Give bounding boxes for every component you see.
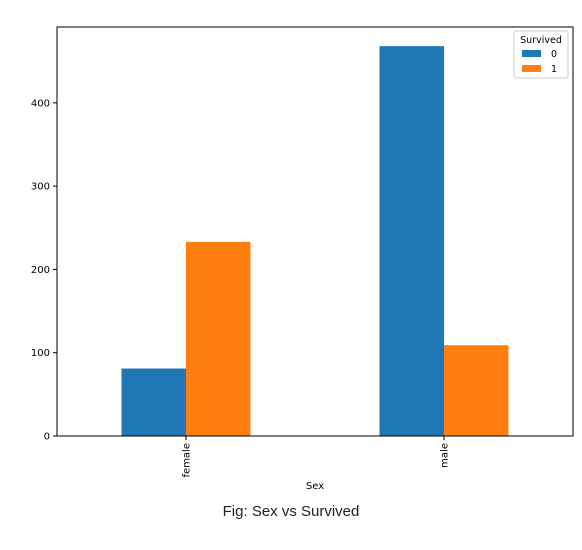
legend-swatch-0 [522, 50, 541, 57]
x-tick-label: female [182, 443, 193, 477]
y-tick-label: 300 [31, 182, 50, 193]
x-tick-label: male [440, 443, 451, 468]
bars [121, 46, 509, 436]
bar-male-survived-1 [444, 345, 509, 436]
y-axis: 0 100 200 300 400 [31, 98, 57, 443]
y-tick-label: 400 [31, 98, 50, 109]
legend-entries: 01 [522, 49, 557, 75]
bar-female-survived-1 [186, 241, 251, 436]
bar-female-survived-0 [121, 368, 186, 436]
y-tick-label: 200 [31, 265, 50, 276]
x-axis-title: Sex [306, 481, 324, 492]
bar-male-survived-0 [379, 46, 444, 436]
y-tick-label: 100 [31, 348, 50, 359]
x-axis: female male [182, 436, 451, 477]
figure-caption: Fig: Sex vs Survived [222, 503, 360, 520]
legend-swatch-1 [522, 65, 541, 72]
legend-label-1: 1 [551, 64, 557, 75]
legend-title: Survived [520, 35, 562, 46]
legend: Survived 01 [513, 30, 569, 79]
plot-frame [56, 26, 574, 437]
y-tick-label: 0 [44, 432, 50, 443]
legend-label-0: 0 [551, 49, 557, 60]
